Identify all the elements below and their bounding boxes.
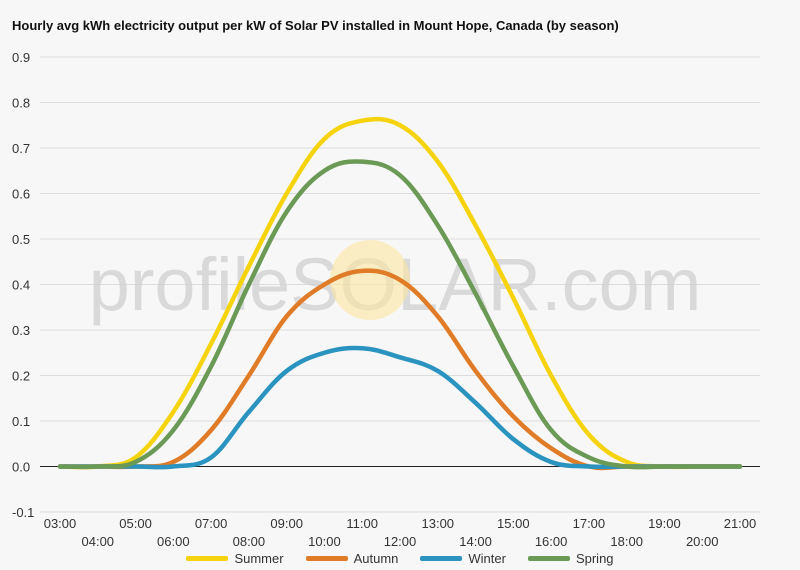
x-tick-label: 13:00 <box>422 516 455 531</box>
legend-swatch <box>186 555 229 561</box>
legend-swatch <box>305 555 348 561</box>
x-tick-label: 03:00 <box>44 516 77 531</box>
x-tick-label: 04:00 <box>82 534 115 549</box>
legend-label: Autumn <box>353 550 399 566</box>
series-line-summer <box>57 116 743 470</box>
x-tick-label: 16:00 <box>535 534 568 549</box>
y-tick-label: 0.5 <box>12 232 30 247</box>
axis-layer: -0.1 0.0 0.1 0.2 0.3 0.4 0.5 0.6 0.7 0.8 0.9 03:00 0… <box>12 50 756 549</box>
y-tick-label: 0.4 <box>12 278 30 293</box>
legend-item-autumn[interactable]: Autumn <box>305 549 399 567</box>
x-tick-label: 12:00 <box>384 534 417 549</box>
legend-label: Winter <box>468 550 506 566</box>
series-line-winter <box>57 345 743 470</box>
x-tick-label: 09:00 <box>270 516 303 531</box>
y-tick-label: 0.6 <box>12 187 30 202</box>
y-tick-label: 0.7 <box>12 141 30 156</box>
x-tick-label: 11:00 <box>346 516 378 531</box>
x-tick-label: 05:00 <box>119 516 152 531</box>
x-tick-label: 15:00 <box>497 516 530 531</box>
x-tick-label: 17:00 <box>573 516 606 531</box>
legend-item-winter[interactable]: Winter <box>420 549 506 567</box>
chart-title: Hourly avg kWh electricity output per kW… <box>12 18 619 33</box>
y-tick-label: 0.2 <box>12 369 30 384</box>
grid-layer <box>40 56 760 513</box>
legend-label: Summer <box>234 550 284 566</box>
legend-item-summer[interactable]: Summer <box>186 549 284 567</box>
legend-swatch <box>527 555 570 561</box>
y-tick-label: 0.8 <box>12 96 30 111</box>
y-tick-label: 0.0 <box>12 460 30 475</box>
legend-swatch <box>420 555 463 561</box>
legend: Summer Autumn Winter Spring <box>0 549 800 567</box>
y-tick-label: 0.1 <box>12 414 30 429</box>
x-tick-label: 08:00 <box>233 534 266 549</box>
x-tick-label: 06:00 <box>157 534 190 549</box>
legend-item-spring[interactable]: Spring <box>527 549 614 567</box>
legend-label: Spring <box>575 550 614 566</box>
x-tick-label: 21:00 <box>724 516 757 531</box>
y-tick-label: -0.1 <box>12 505 34 520</box>
y-tick-label: 0.9 <box>12 50 30 65</box>
x-tick-label: 07:00 <box>195 516 228 531</box>
x-tick-label: 20:00 <box>686 534 719 549</box>
series-line-spring <box>57 159 743 470</box>
y-tick-label: 0.3 <box>12 323 30 338</box>
x-tick-label: 14:00 <box>459 534 492 549</box>
x-tick-label: 18:00 <box>610 534 643 549</box>
watermark-sun <box>330 240 410 320</box>
x-tick-label: 19:00 <box>648 516 681 531</box>
x-tick-label: 10:00 <box>308 534 341 549</box>
series-layer <box>57 116 743 471</box>
